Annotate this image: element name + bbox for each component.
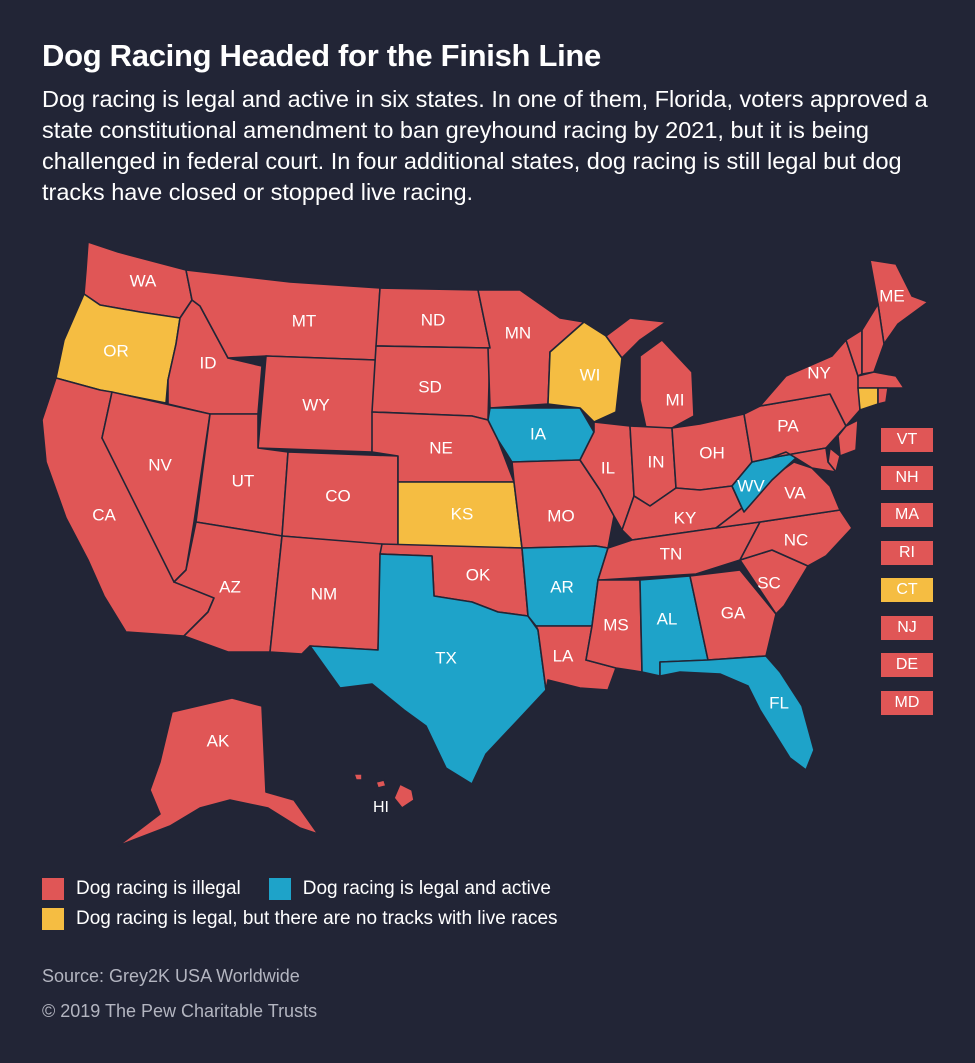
source-note: Source: Grey2K USA Worldwide xyxy=(42,966,300,986)
state-label-or: OR xyxy=(103,341,129,360)
state-label-va: VA xyxy=(784,483,806,502)
state-label-pa: PA xyxy=(777,416,799,435)
small-state-nh[interactable]: NH xyxy=(881,465,933,490)
state-label-ar: AR xyxy=(550,577,574,596)
state-ma[interactable] xyxy=(857,371,905,389)
state-label-ut: UT xyxy=(232,471,255,490)
state-label-wi: WI xyxy=(580,365,601,384)
state-label-ca: CA xyxy=(92,505,116,524)
small-state-de[interactable]: DE xyxy=(881,653,933,677)
state-nh[interactable] xyxy=(861,303,885,375)
state-label-ga: GA xyxy=(721,603,746,622)
state-label-ia: IA xyxy=(530,424,547,443)
state-label-mo: MO xyxy=(547,506,574,525)
state-label-nc: NC xyxy=(784,530,809,549)
state-label-ks: KS xyxy=(451,504,474,523)
state-label-ok: OK xyxy=(466,565,491,584)
state-label-ny: NY xyxy=(807,363,831,382)
state-label-in: IN xyxy=(648,452,665,471)
state-label-wy: WY xyxy=(302,395,329,414)
legend-item-active: Dog racing is legal and active xyxy=(268,878,551,900)
small-state-ma[interactable]: MA xyxy=(881,503,933,527)
state-label-sc: SC xyxy=(757,573,781,592)
small-state-vt[interactable]: VT xyxy=(881,428,933,452)
state-tx[interactable] xyxy=(309,553,547,785)
state-label-me: ME xyxy=(879,286,905,305)
state-label-wv: WV xyxy=(737,476,765,495)
state-ri[interactable] xyxy=(877,387,889,405)
state-ct[interactable] xyxy=(857,387,879,411)
state-mi[interactable] xyxy=(605,317,695,429)
state-label-tn: TN xyxy=(660,544,683,563)
legend: Dog racing is illegal Dog racing is lega… xyxy=(42,878,586,938)
state-hi[interactable] xyxy=(353,773,415,809)
state-nj[interactable] xyxy=(837,419,859,457)
state-label-oh: OH xyxy=(699,443,725,462)
state-label-ky: KY xyxy=(674,508,697,527)
state-label-il: IL xyxy=(601,458,615,477)
state-label-hi: HI xyxy=(373,799,389,816)
subtitle: Dog racing is legal and active in six st… xyxy=(42,86,928,205)
state-label-co: CO xyxy=(325,486,351,505)
state-wi[interactable] xyxy=(547,321,623,423)
legend-label-illegal: Dog racing is illegal xyxy=(76,878,241,899)
legend-swatch-illegal xyxy=(42,878,64,900)
state-label-al: AL xyxy=(657,609,678,628)
legend-item-no-tracks: Dog racing is legal, but there are no tr… xyxy=(42,908,558,930)
state-label-fl: FL xyxy=(769,693,789,712)
state-label-nd: ND xyxy=(421,310,446,329)
state-label-nv: NV xyxy=(148,455,172,474)
legend-swatch-active xyxy=(268,878,291,900)
page-title: Dog Racing Headed for the Finish Line xyxy=(42,38,601,73)
state-label-nm: NM xyxy=(311,584,337,603)
state-label-az: AZ xyxy=(219,577,241,596)
state-label-ak: AK xyxy=(207,731,230,750)
legend-item-illegal: Dog racing is illegal xyxy=(42,878,241,900)
state-label-ms: MS xyxy=(603,615,629,634)
small-state-ri[interactable]: RI xyxy=(881,540,933,565)
small-state-md[interactable]: MD xyxy=(881,690,933,715)
state-label-sd: SD xyxy=(418,377,442,396)
state-ga[interactable] xyxy=(689,569,777,661)
state-fl[interactable] xyxy=(659,655,815,771)
small-state-ct[interactable]: CT xyxy=(881,578,933,602)
copyright-note: © 2019 The Pew Charitable Trusts xyxy=(42,1001,318,1021)
small-states-list: VT NH MA RI CT NJ DE MD xyxy=(881,428,933,728)
state-label-wa: WA xyxy=(130,271,157,290)
legend-label-no-tracks: Dog racing is legal, but there are no tr… xyxy=(76,908,558,929)
state-md[interactable] xyxy=(769,447,837,473)
state-label-mt: MT xyxy=(292,311,317,330)
legend-label-active: Dog racing is legal and active xyxy=(302,878,551,899)
legend-swatch-no-tracks xyxy=(42,908,64,930)
state-label-id: ID xyxy=(200,353,217,372)
legend-row-1: Dog racing is illegal Dog racing is lega… xyxy=(42,878,586,900)
state-label-la: LA xyxy=(553,646,574,665)
state-label-mi: MI xyxy=(666,390,685,409)
small-state-nj[interactable]: NJ xyxy=(881,615,933,640)
us-map: WA OR CA ID NV MT WY UT AZ CO NM ND SD N… xyxy=(41,241,929,847)
state-label-mn: MN xyxy=(505,323,531,342)
state-ak[interactable] xyxy=(117,697,319,847)
state-label-tx: TX xyxy=(435,648,457,667)
legend-row-2: Dog racing is legal, but there are no tr… xyxy=(42,908,586,930)
state-label-ne: NE xyxy=(429,438,453,457)
